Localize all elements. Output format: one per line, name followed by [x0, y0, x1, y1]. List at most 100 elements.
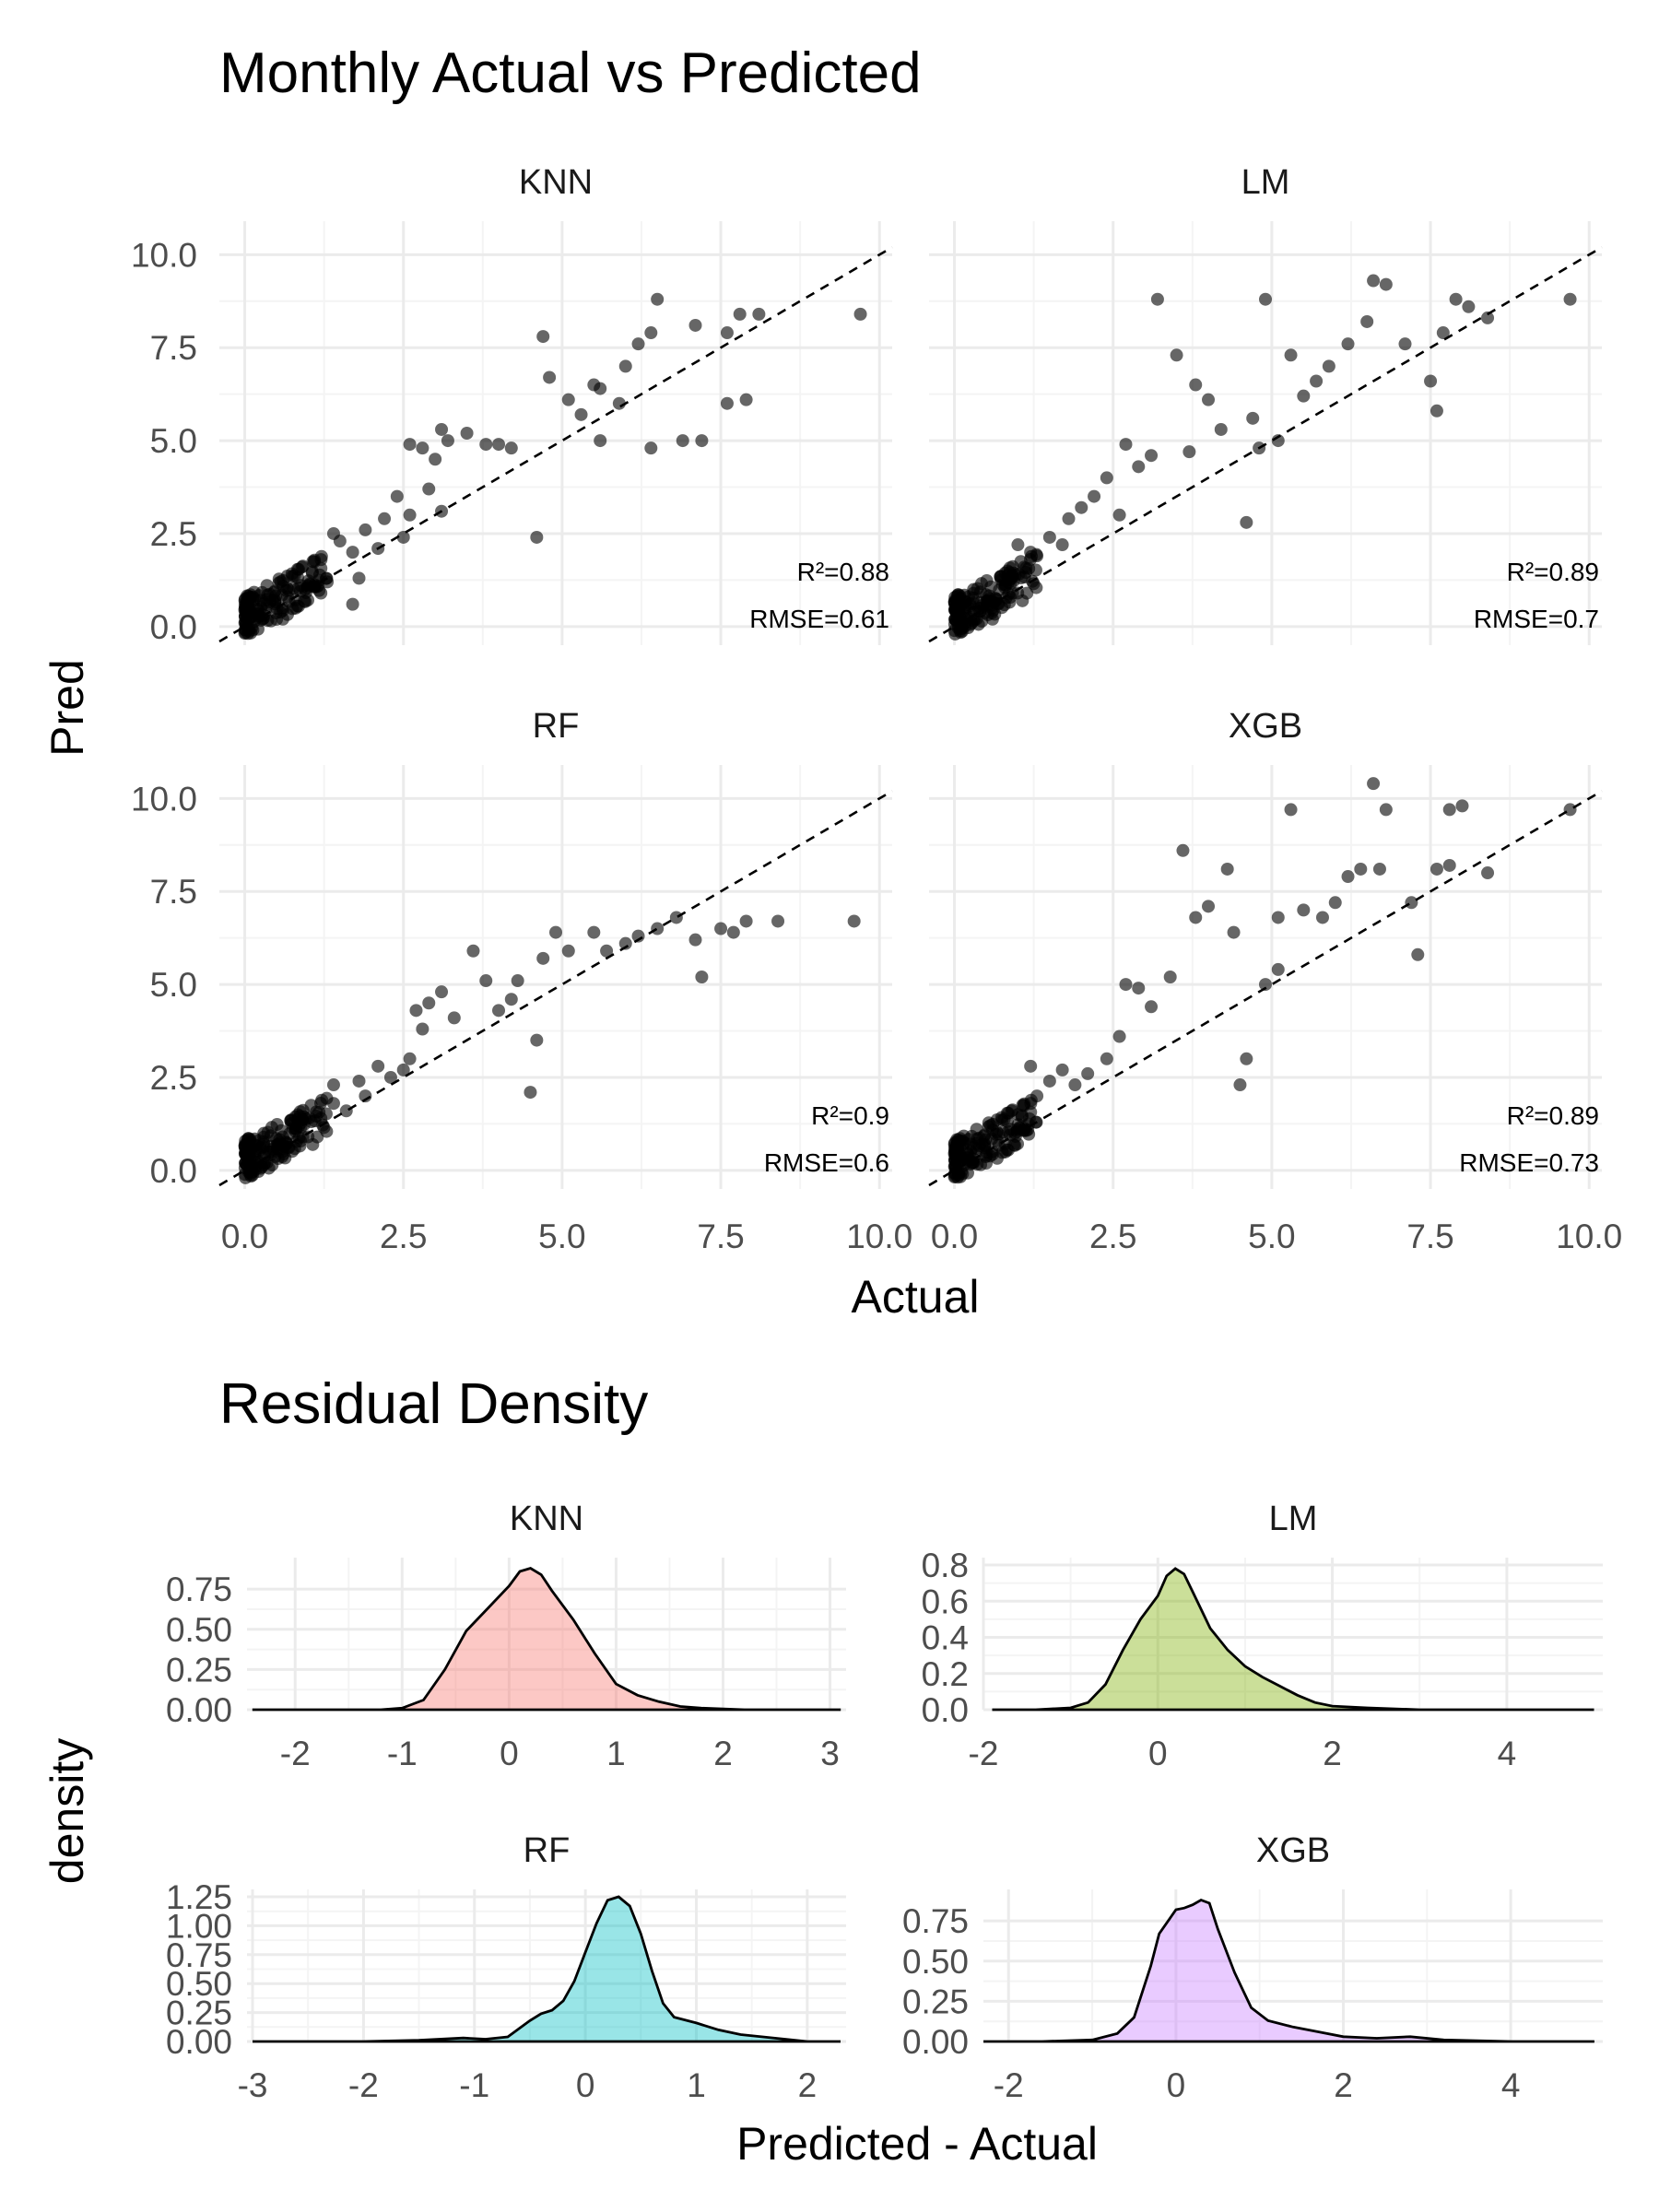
- x-tick-label: 4: [1501, 2066, 1521, 2104]
- data-point: [314, 1112, 328, 1125]
- data-point: [504, 441, 518, 455]
- scatter-panel-rf: RF R²=0.9 RMSE=0.6 0.0 2.5 5.0 7.5 10.0 0.0 2.5 5.…: [131, 707, 912, 1255]
- data-point: [286, 1145, 300, 1159]
- data-point: [1240, 515, 1253, 529]
- data-point: [299, 582, 312, 596]
- data-point: [311, 1130, 324, 1144]
- density-y-axis-label: density: [41, 1738, 93, 1884]
- x-tick-label: 0.0: [221, 1218, 268, 1255]
- rmse-label-lm: RMSE=0.7: [1474, 605, 1599, 633]
- data-point: [1005, 571, 1018, 585]
- data-point: [270, 602, 284, 616]
- r2-label-lm: R²=0.89: [1507, 558, 1599, 586]
- scatter-title: Monthly Actual vs Predicted: [219, 41, 922, 105]
- data-point: [959, 594, 972, 608]
- data-point: [339, 1104, 353, 1118]
- data-point: [1163, 971, 1177, 983]
- strip-label-xgb: XGB: [1229, 707, 1302, 746]
- data-point: [1112, 1030, 1126, 1043]
- data-point: [1341, 870, 1355, 884]
- x-tick-label: 7.5: [1406, 1218, 1453, 1255]
- data-point: [1088, 489, 1101, 503]
- x-tick-label: 2: [798, 2066, 818, 2104]
- data-point: [631, 337, 645, 351]
- data-point: [1297, 389, 1311, 403]
- data-point: [1042, 1074, 1056, 1088]
- data-point: [1240, 1052, 1253, 1065]
- data-point: [644, 441, 658, 455]
- y-tick-label: 0.4: [922, 1619, 969, 1657]
- y-tick-label: 7.5: [150, 873, 197, 911]
- data-point: [561, 393, 575, 406]
- y-tick-label: 2.5: [150, 515, 197, 553]
- y-tick-label: 0.50: [902, 1943, 969, 1981]
- data-point: [257, 608, 271, 622]
- data-point: [479, 974, 493, 988]
- y-tick-label: 0.00: [902, 2023, 969, 2061]
- data-point: [346, 546, 359, 559]
- data-point: [276, 573, 290, 587]
- data-point: [961, 621, 975, 635]
- data-point: [290, 599, 304, 613]
- data-point: [947, 618, 961, 631]
- y-tick-label: 0.0: [150, 1152, 197, 1190]
- strip-label-lm: LM: [1269, 1500, 1318, 1538]
- data-point: [1481, 311, 1495, 324]
- x-tick-label: 5.0: [538, 1218, 585, 1255]
- density-curve-lm: [992, 1567, 1594, 1712]
- data-point: [986, 1117, 1000, 1131]
- data-point: [239, 615, 253, 629]
- data-point: [1119, 978, 1133, 992]
- data-point: [460, 427, 474, 440]
- data-point: [1436, 326, 1450, 340]
- rmse-label-xgb: RMSE=0.73: [1459, 1148, 1599, 1177]
- data-point: [282, 583, 296, 597]
- y-tick-label: 0.00: [166, 2023, 232, 2061]
- data-point: [1563, 292, 1577, 306]
- density-curve-xgb: [983, 1898, 1594, 2043]
- data-point: [948, 1148, 962, 1162]
- data-point: [594, 434, 607, 448]
- data-point: [676, 434, 689, 448]
- data-point: [1284, 348, 1298, 362]
- data-point: [422, 482, 436, 496]
- x-tick-label: -1: [387, 1735, 418, 1772]
- data-point: [1132, 982, 1146, 995]
- data-point: [1233, 1078, 1247, 1092]
- data-point: [1405, 896, 1418, 910]
- data-point: [1150, 292, 1164, 306]
- x-tick-label: -3: [238, 2066, 268, 2104]
- data-point: [1246, 411, 1260, 425]
- data-point: [618, 936, 632, 950]
- data-point: [504, 993, 518, 1006]
- data-point: [383, 1070, 397, 1084]
- y-tick-label: 0.25: [902, 1983, 969, 2020]
- data-point: [695, 434, 709, 448]
- data-point: [1055, 1063, 1069, 1077]
- data-point: [1227, 925, 1241, 939]
- x-tick-label: 0: [1167, 2066, 1186, 2104]
- data-point: [1170, 348, 1183, 362]
- data-point: [1367, 777, 1381, 791]
- x-tick-label: -2: [994, 2066, 1024, 2104]
- data-point: [359, 523, 372, 536]
- y-tick-label: 0.50: [166, 1611, 232, 1649]
- data-point: [403, 438, 417, 452]
- data-point: [511, 974, 524, 988]
- data-point: [1030, 1089, 1044, 1103]
- data-point: [276, 1130, 289, 1144]
- data-point: [314, 553, 328, 567]
- data-point: [492, 1004, 506, 1018]
- data-point: [1271, 434, 1285, 448]
- r2-label-xgb: R²=0.89: [1507, 1101, 1599, 1130]
- data-point: [1360, 314, 1374, 328]
- density-x-axis-label: Predicted - Actual: [736, 2118, 1098, 2170]
- strip-label-rf: RF: [524, 1831, 571, 1870]
- data-point: [995, 601, 1009, 615]
- data-point: [239, 605, 253, 618]
- density-curve-knn: [252, 1566, 841, 1712]
- reference-line: [218, 246, 893, 643]
- y-tick-label: 0.75: [166, 1571, 232, 1608]
- strip-label-lm: LM: [1241, 163, 1290, 202]
- y-tick-label: 0.50: [166, 1965, 232, 2003]
